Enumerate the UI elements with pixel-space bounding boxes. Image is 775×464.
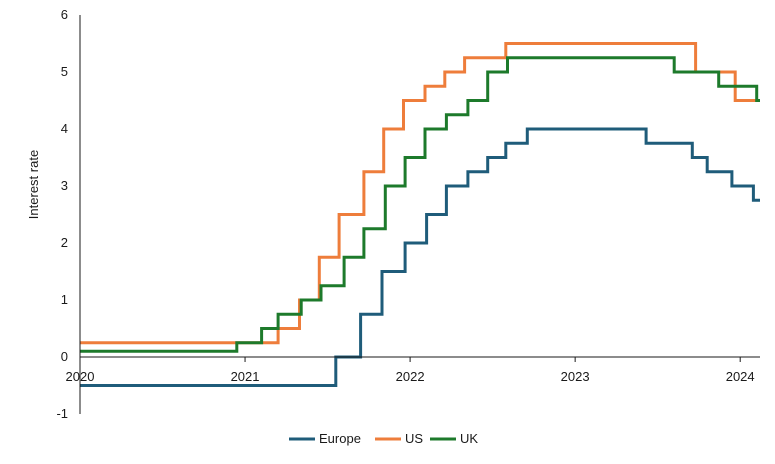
x-tick-label: 2023 [561, 369, 590, 384]
axes-layer [79, 15, 760, 414]
y-tick-label: 0 [61, 349, 68, 364]
x-tick-label: 2021 [231, 369, 260, 384]
y-tick-label: 2 [61, 235, 68, 250]
x-tick-label: 2020 [66, 369, 95, 384]
y-tick-label: 4 [61, 121, 68, 136]
y-tick-label: 5 [61, 64, 68, 79]
y-tick-label: 1 [61, 292, 68, 307]
x-tick-label: 2022 [396, 369, 425, 384]
legend: Europe US UK [289, 431, 478, 446]
legend-label-us: US [405, 431, 423, 446]
y-tick-label: -1 [56, 406, 68, 421]
series-line-us [80, 42, 760, 345]
x-tick-labels: 2020 2021 2022 2023 2024 [66, 357, 755, 384]
x-tick-label: 2024 [726, 369, 755, 384]
y-axis-title: Interest rate [26, 150, 41, 219]
y-tick-label: 6 [61, 7, 68, 22]
legend-label-europe: Europe [319, 431, 361, 446]
legend-label-uk: UK [460, 431, 478, 446]
y-tick-label: 3 [61, 178, 68, 193]
series-line-uk [80, 56, 760, 353]
series-line-europe [80, 127, 760, 387]
y-tick-labels: 6 5 4 3 2 1 0 -1 [56, 7, 68, 421]
series-layer [80, 42, 760, 387]
